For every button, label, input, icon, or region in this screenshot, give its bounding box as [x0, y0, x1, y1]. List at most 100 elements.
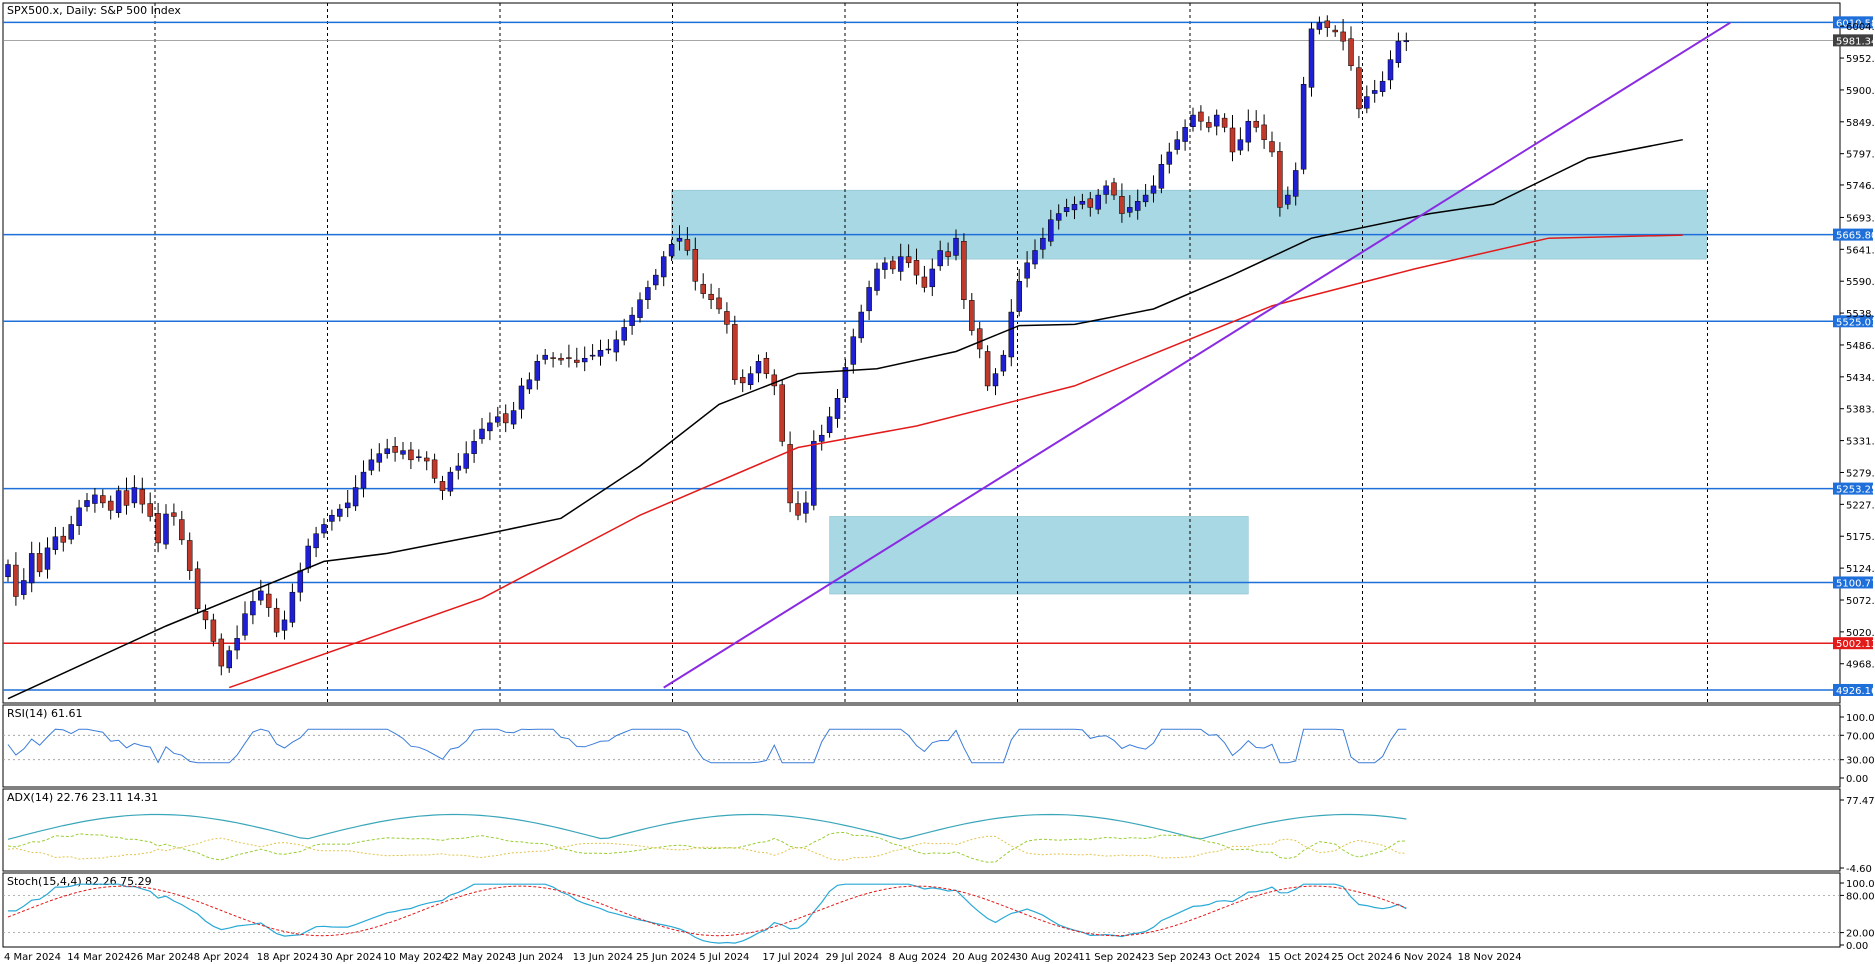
candle-body — [1364, 96, 1370, 109]
candle-body — [163, 513, 169, 545]
date-tick-label: 30 Apr 2024 — [320, 952, 382, 963]
candle-body — [1087, 198, 1094, 208]
date-tick-label: 25 Jun 2024 — [636, 952, 696, 963]
adx-series — [7, 813, 1407, 863]
level-tag-label: 5253.25 — [1836, 485, 1875, 496]
zone-box — [829, 516, 1249, 595]
date-tick-label: 26 Mar 2024 — [130, 952, 193, 963]
candle-body — [131, 487, 138, 504]
candle-body — [408, 449, 414, 461]
level-tag — [1833, 315, 1873, 328]
price-tick-label: 5538.34 — [1846, 309, 1875, 320]
level-tag — [1833, 482, 1873, 495]
price-tick-label: 5641.90 — [1846, 245, 1875, 256]
price-pane-frame — [2, 2, 1841, 704]
candle-body — [431, 459, 438, 479]
candle-body — [1277, 151, 1283, 208]
trendline-layer[interactable] — [663, 21, 1731, 689]
candle-body — [945, 251, 951, 257]
candle-body — [795, 503, 801, 516]
stoch-pane[interactable]: Stoch(15,4,4) 82.26 75.29 — [2, 872, 1841, 948]
rsi-pane-frame — [2, 704, 1841, 788]
candle-body — [5, 564, 11, 578]
price-tick-label: 5279.44 — [1846, 468, 1875, 479]
date-tick-label: 25 Oct 2024 — [1331, 952, 1393, 963]
price-tick-label: 5227.66 — [1846, 500, 1875, 511]
candle-body — [1221, 117, 1228, 128]
price-tick-label: 4968.76 — [1846, 660, 1875, 671]
candle-body — [937, 250, 943, 267]
indicator-tick-label: 100.00 — [1846, 879, 1875, 890]
candle-body — [68, 524, 74, 540]
price-tick-label: 5434.78 — [1846, 373, 1875, 384]
rsi-line — [7, 728, 1407, 764]
level-tag — [1833, 576, 1873, 589]
candle-body — [115, 490, 122, 514]
zones-layer — [671, 189, 1707, 595]
candle-body — [297, 570, 304, 593]
candle-body — [874, 268, 880, 291]
candle-body — [890, 260, 896, 270]
candle-body — [684, 239, 691, 251]
candle-body — [1024, 262, 1030, 279]
candle-body — [660, 256, 667, 278]
date-tick-label: 17 Jul 2024 — [762, 952, 819, 963]
candle-body — [1016, 281, 1022, 312]
candle-body — [597, 349, 604, 357]
candle-body — [479, 428, 485, 440]
candle-body — [13, 564, 19, 597]
candle-body — [779, 384, 785, 442]
candle-body — [1229, 127, 1236, 153]
candle-body — [1071, 204, 1078, 211]
date-tick-label: 8 Apr 2024 — [194, 952, 249, 963]
candle-body — [581, 357, 588, 363]
stoch-series — [3, 883, 1840, 944]
candle-body — [139, 489, 146, 505]
candle-body — [1142, 194, 1149, 203]
candle-body — [747, 373, 754, 385]
candle-body — [818, 434, 825, 442]
price-tick-label: 5590.12 — [1846, 277, 1875, 288]
candle-body — [1190, 114, 1196, 127]
date-tick-label: 13 Jun 2024 — [573, 952, 633, 963]
candle-body — [605, 348, 612, 351]
candle-body — [289, 591, 296, 623]
candle-body — [100, 495, 106, 504]
candle-body — [842, 367, 849, 398]
candle-body — [866, 287, 872, 312]
rsi-pane[interactable]: RSI(14) 61.61 — [2, 704, 1841, 788]
indicator-tick-label: 0.00 — [1846, 774, 1868, 785]
price-tick-label: 5797.24 — [1846, 150, 1875, 161]
level-tag — [1833, 683, 1873, 696]
rsi-series — [3, 728, 1840, 764]
candle-body — [447, 471, 454, 492]
level-tag-label: 5525.01 — [1836, 317, 1875, 328]
date-tick-label: 30 Aug 2024 — [1015, 952, 1079, 963]
candle-body — [621, 327, 627, 341]
adx-line — [7, 813, 1407, 840]
candle-body — [36, 553, 43, 573]
candle-body — [107, 500, 114, 511]
adx-pane[interactable]: ADX(14) 22.76 23.11 14.31 — [2, 788, 1841, 872]
candle-body — [265, 593, 272, 608]
candle-body — [803, 502, 809, 514]
date-tick-label: 18 Apr 2024 — [257, 952, 319, 963]
candle-body — [897, 256, 904, 272]
candle-body — [92, 494, 98, 504]
candle-body — [961, 241, 967, 300]
candle-body — [1206, 122, 1212, 128]
candle-body — [1182, 127, 1188, 142]
candle-body — [1063, 207, 1070, 212]
adx-pane-frame — [2, 788, 1841, 872]
candle-body — [526, 379, 533, 390]
candle-body — [1356, 67, 1362, 110]
date-axis[interactable]: 4 Mar 2024 14 Mar 2024 26 Mar 2024 8 Apr 20… — [4, 952, 1522, 963]
candle-body — [1134, 200, 1141, 211]
price-tick-label: 5020.54 — [1846, 628, 1875, 639]
date-tick-label: 29 Jul 2024 — [826, 952, 883, 963]
main-price-pane[interactable]: SPX500.x, Daily: S&P 500 Index — [2, 2, 1841, 947]
date-tick-label: 10 May 2024 — [383, 952, 448, 963]
price-axis[interactable]: 6010.58 5981.34 5665.80 5525.01 5253.25 5100.… — [1833, 16, 1875, 952]
date-tick-label: 4 Mar 2024 — [4, 952, 61, 963]
